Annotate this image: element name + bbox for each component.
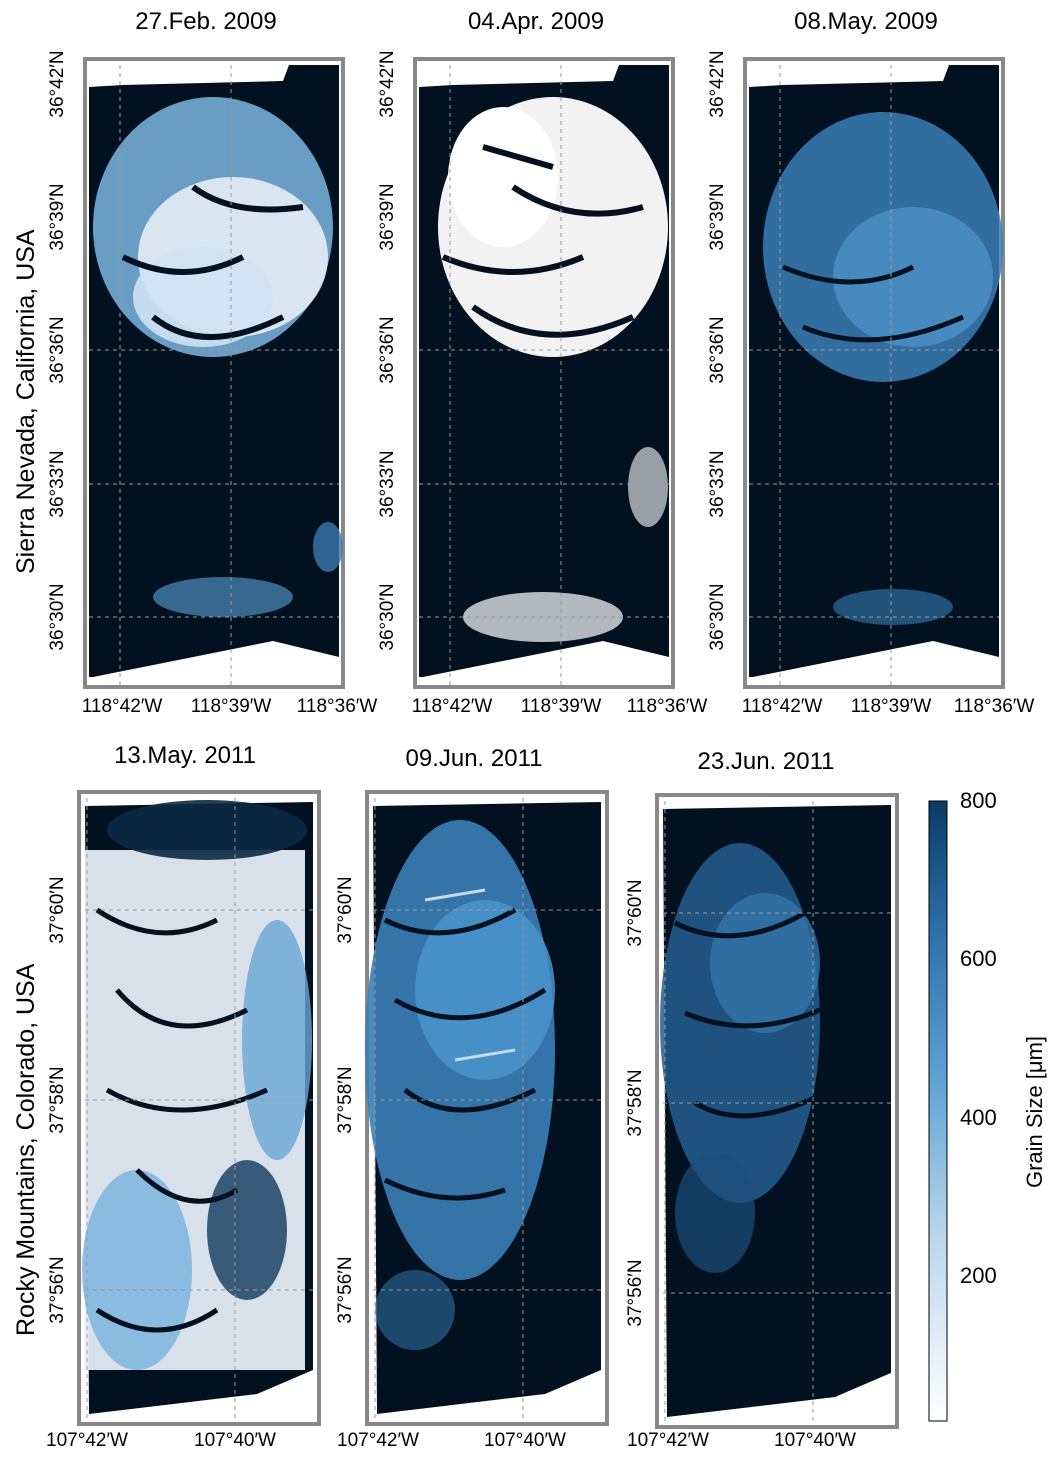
lon-label: 107°40′W: [774, 1430, 856, 1451]
lat-label: 36°33′N: [47, 450, 68, 518]
lat-label: 37°56′N: [47, 1256, 68, 1324]
colorbar-tick: 800: [960, 788, 997, 813]
lat-label: 36°39′N: [47, 183, 68, 251]
lat-label: 37°58′N: [625, 1069, 646, 1137]
panel-title-2011-05-13: 13.May. 2011: [114, 742, 256, 769]
lon-label: 118°36′W: [296, 696, 378, 717]
panel-title-2009-05-08: 08.May. 2009: [794, 8, 938, 35]
colorbar-title: Grain Size [μm]: [1022, 1035, 1047, 1189]
colorbar: [928, 800, 950, 1422]
lon-label: 118°39′W: [520, 696, 602, 717]
colorbar-tick: 200: [960, 1263, 997, 1288]
lon-label: 118°42′W: [741, 696, 823, 717]
map-panel-rocky-2011-06-09: [365, 790, 609, 1426]
lat-label: 36°42′N: [707, 50, 728, 118]
panel-title-2011-06-23: 23.Jun. 2011: [697, 748, 835, 775]
lat-label: 37°58′N: [335, 1066, 356, 1134]
lon-label: 118°36′W: [626, 696, 708, 717]
lon-label: 107°40′W: [484, 1430, 566, 1451]
lat-label: 37°60′N: [335, 876, 356, 944]
lat-label: 37°60′N: [625, 879, 646, 947]
lon-label: 107°42′W: [337, 1430, 419, 1451]
map-panel-rocky-2011-05-13: [77, 790, 321, 1426]
panel-title-2011-06-09: 09.Jun. 2011: [405, 745, 543, 772]
colorbar-tick: 600: [960, 946, 997, 971]
map-panel-sierra-2009-02-27: [83, 57, 345, 689]
lon-label: 118°39′W: [190, 696, 272, 717]
map-panel-sierra-2009-04-04: [413, 57, 675, 689]
lon-label: 118°36′W: [953, 696, 1035, 717]
lat-label: 36°30′N: [377, 583, 398, 651]
lat-label: 36°39′N: [377, 183, 398, 251]
panel-title-2009-04-04: 04.Apr. 2009: [467, 8, 605, 35]
lon-label: 107°40′W: [194, 1430, 276, 1451]
lon-label: 107°42′W: [46, 1430, 128, 1451]
lat-label: 36°33′N: [377, 450, 398, 518]
row-label-rocky-mountains: Rocky Mountains, Colorado, USA: [12, 963, 40, 1336]
lon-label: 107°42′W: [627, 1430, 709, 1451]
row-label-sierra-nevada: Sierra Nevada, California, USA: [12, 229, 40, 574]
map-panel-rocky-2011-06-23: [655, 793, 899, 1429]
lon-label: 118°42′W: [81, 696, 163, 717]
lat-label: 36°30′N: [47, 583, 68, 651]
lon-label: 118°42′W: [411, 696, 493, 717]
map-panel-sierra-2009-05-08: [743, 57, 1005, 689]
lat-label: 37°56′N: [335, 1256, 356, 1324]
lat-label: 36°33′N: [707, 450, 728, 518]
lat-label: 37°60′N: [47, 876, 68, 944]
panel-title-2009-02-27: 27.Feb. 2009: [135, 8, 277, 35]
lat-label: 37°56′N: [625, 1259, 646, 1327]
lat-label: 36°39′N: [707, 183, 728, 251]
lat-label: 36°30′N: [707, 583, 728, 651]
lat-label: 36°36′N: [377, 316, 398, 384]
lat-label: 36°36′N: [707, 316, 728, 384]
colorbar-tick: 400: [960, 1105, 997, 1130]
lat-label: 37°58′N: [47, 1066, 68, 1134]
lat-label: 36°42′N: [47, 50, 68, 118]
lon-label: 118°39′W: [850, 696, 932, 717]
lat-label: 36°36′N: [47, 316, 68, 384]
lat-label: 36°42′N: [377, 50, 398, 118]
